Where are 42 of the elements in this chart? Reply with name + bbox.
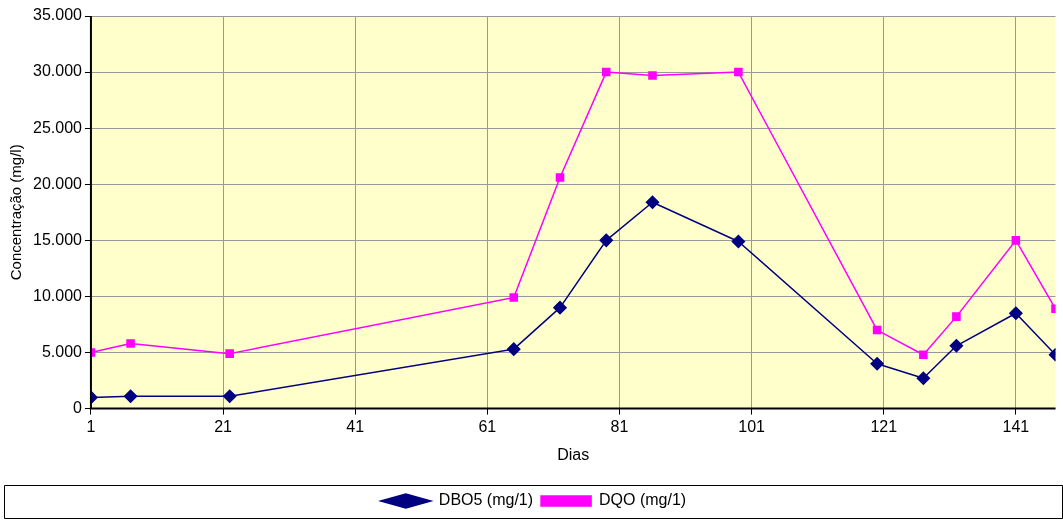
y-axis-title: Concentração (mg/l) xyxy=(7,144,25,281)
y-tick-label: 20.000 xyxy=(33,174,83,192)
point xyxy=(553,300,567,315)
x-tick-label: 141 xyxy=(1002,417,1030,435)
point xyxy=(601,67,611,77)
x-tick-label: 21 xyxy=(214,417,233,435)
x-tick-label: 1 xyxy=(86,417,96,435)
y-tick-label: 35.000 xyxy=(33,6,83,24)
legend-label: DQO (mg/1) xyxy=(599,491,687,509)
point xyxy=(507,342,521,356)
point xyxy=(648,71,657,80)
x-tick-label: 121 xyxy=(870,417,898,435)
x-axis-title: Dias xyxy=(557,445,590,463)
point xyxy=(1011,236,1021,245)
point xyxy=(916,371,931,386)
point xyxy=(126,339,135,348)
point xyxy=(731,234,746,249)
legend-label: DBO5 (mg/1) xyxy=(438,491,534,509)
y-tick-label: 10.000 xyxy=(33,286,83,304)
point xyxy=(952,312,961,321)
y-tick-label: 15.000 xyxy=(33,230,83,248)
x-tick-label: 41 xyxy=(346,417,365,435)
point xyxy=(734,67,743,77)
y-tick-label: 30.000 xyxy=(33,62,83,80)
y-tick-label: 25.000 xyxy=(33,118,83,136)
point xyxy=(872,325,882,335)
point xyxy=(919,350,928,360)
point xyxy=(123,389,138,404)
y-tick-label: 5.000 xyxy=(41,342,83,360)
x-tick-label: 61 xyxy=(478,417,497,435)
x-tick-label: 81 xyxy=(610,417,629,435)
point xyxy=(509,293,519,302)
point xyxy=(949,339,964,353)
point xyxy=(555,173,565,182)
x-tick-label: 101 xyxy=(738,417,766,435)
y-tick-label: 0 xyxy=(73,399,83,417)
point xyxy=(645,195,660,209)
point xyxy=(1009,306,1023,320)
point xyxy=(599,233,613,248)
point xyxy=(870,356,884,371)
point xyxy=(225,349,234,358)
point xyxy=(222,389,237,404)
